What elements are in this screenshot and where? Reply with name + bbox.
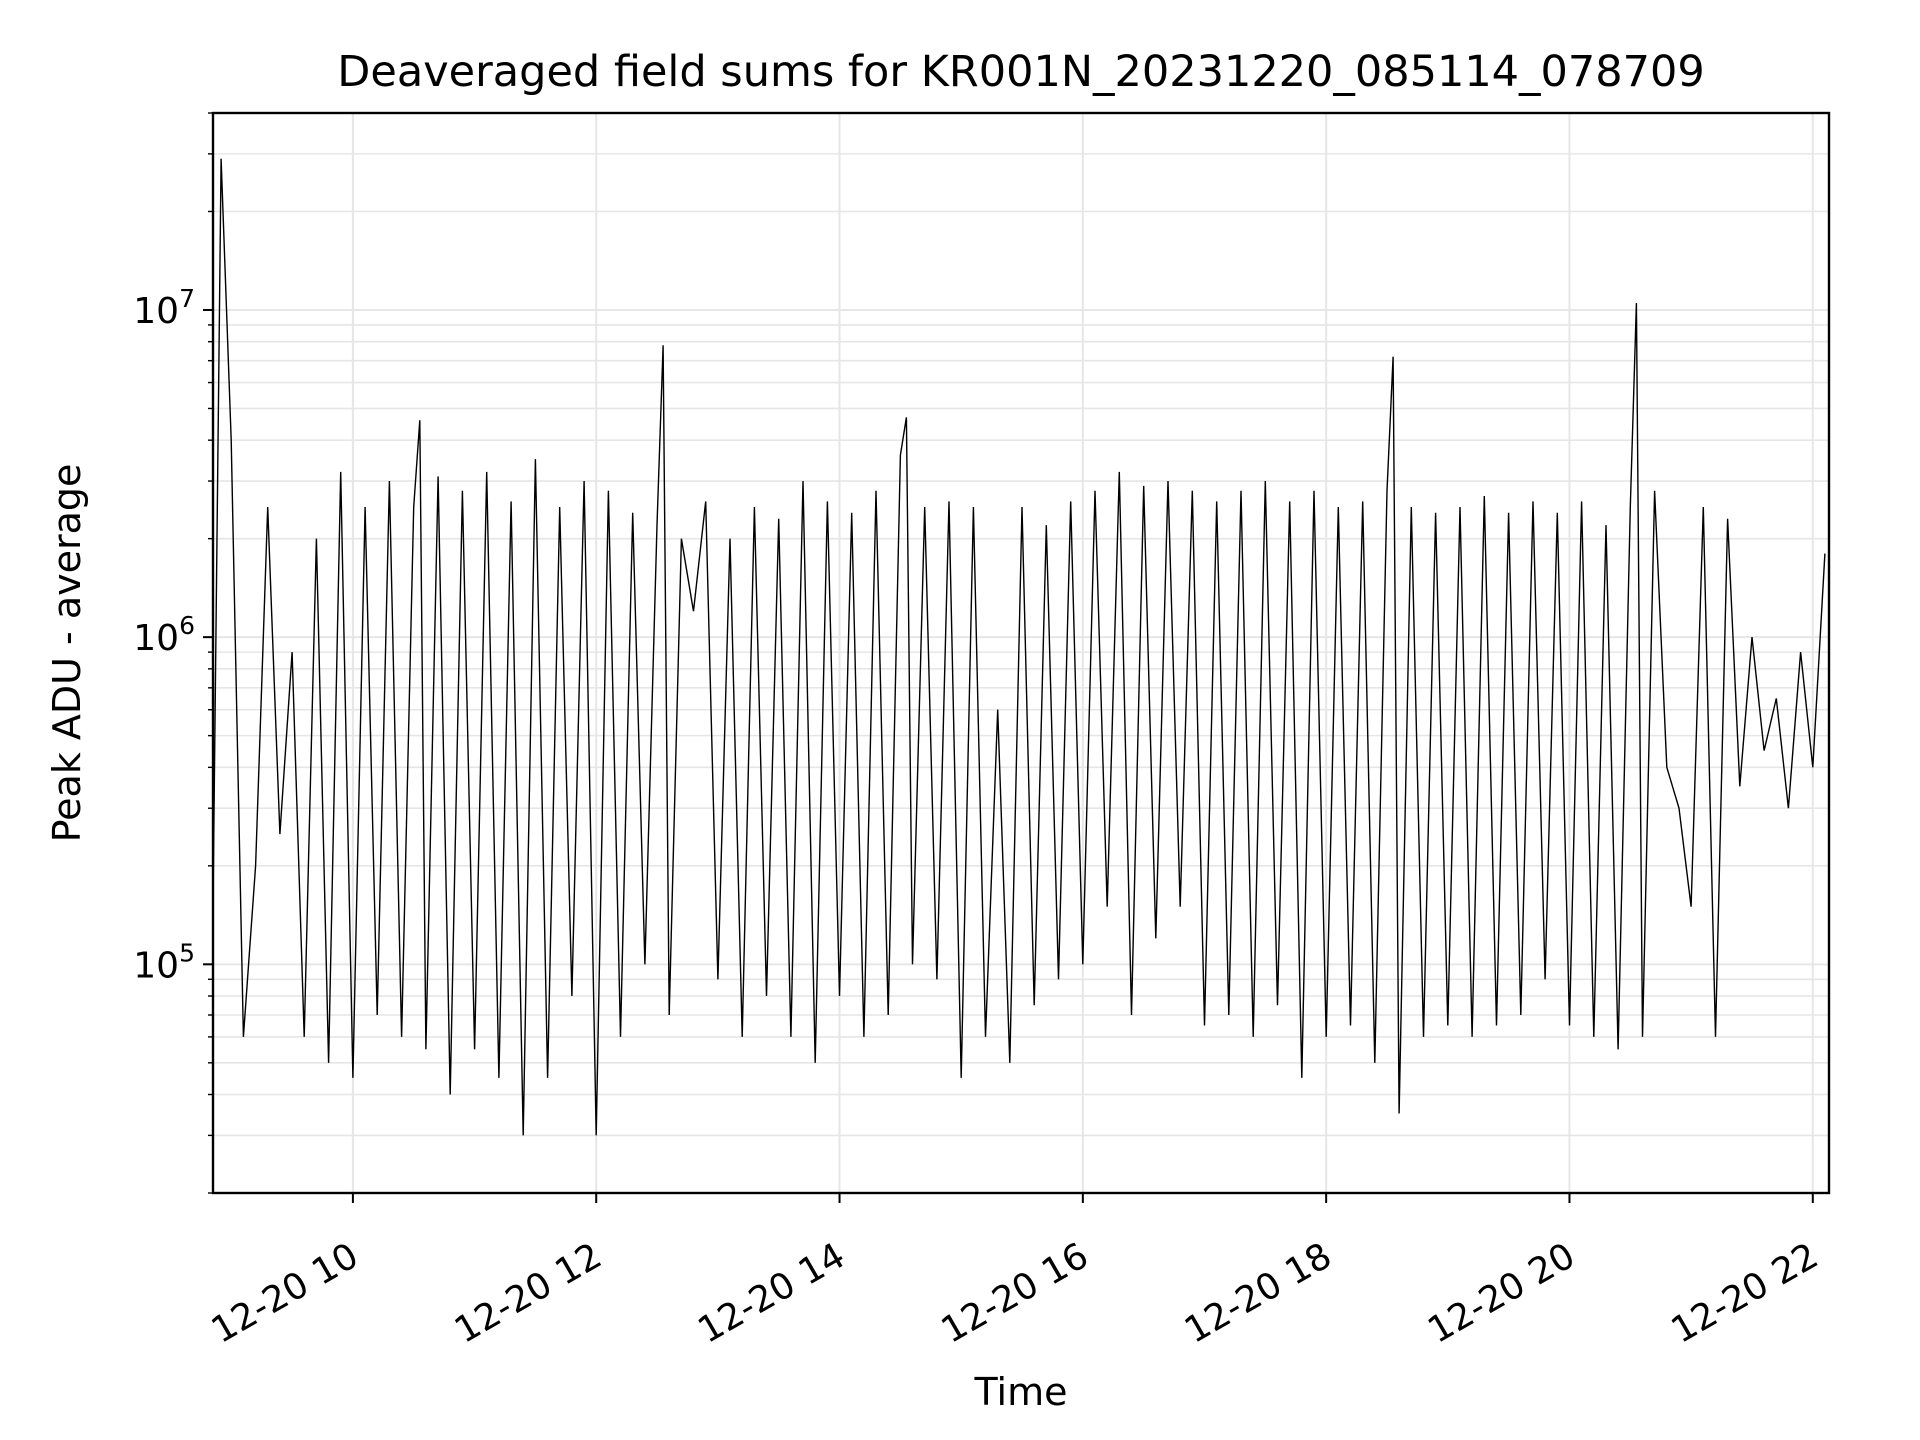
series-path (212, 158, 1826, 1136)
plot-frame (211, 111, 1831, 1195)
x-tick-label: 12-20 10 (205, 1235, 366, 1351)
y-axis: 105 106 107 (133, 112, 213, 1194)
x-axis-label: Time (974, 1370, 1068, 1414)
grid (213, 112, 1829, 1194)
x-tick-label: 12-20 16 (935, 1235, 1096, 1351)
x-axis: 12-20 10 12-20 12 12-20 14 12-20 16 12-20 18… (205, 1193, 1826, 1352)
x-tick-label: 12-20 14 (691, 1235, 852, 1351)
x-tick-label: 12-20 20 (1421, 1235, 1582, 1351)
x-tick-label: 12-20 22 (1665, 1235, 1826, 1351)
y-axis-label: Peak ADU - average (45, 464, 89, 843)
y-tick-label: 105 (133, 938, 195, 986)
y-tick-label: 107 (133, 284, 195, 332)
y-tick-label: 106 (133, 611, 195, 659)
series-line (212, 158, 1826, 1136)
chart-title: Deaveraged field sums for KR001N_2023122… (337, 47, 1704, 97)
x-tick-label: 12-20 12 (448, 1235, 609, 1351)
x-tick-label: 12-20 18 (1178, 1235, 1339, 1351)
